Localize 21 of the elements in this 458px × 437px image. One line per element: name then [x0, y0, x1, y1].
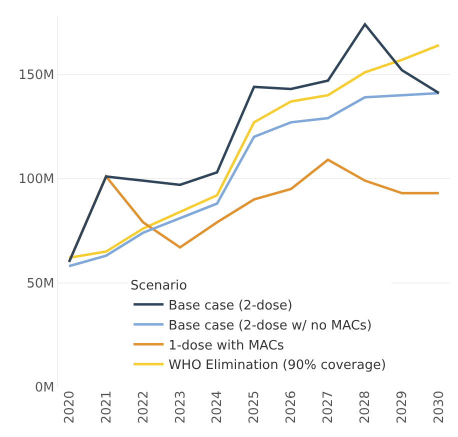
- x-tick-label: 2020: [62, 390, 78, 424]
- x-tick-label: 2025: [247, 390, 262, 424]
- x-tick-label: 2028: [358, 390, 374, 424]
- x-tick-label: 2026: [284, 390, 300, 424]
- y-tick-label: 100M: [18, 172, 54, 188]
- legend-title: Scenario: [130, 278, 188, 294]
- x-tick-label: 2021: [99, 390, 114, 424]
- legend-label: WHO Elimination (90% coverage): [168, 358, 386, 374]
- x-tick-label: 2030: [432, 390, 448, 424]
- y-tick-label: 50M: [26, 276, 54, 292]
- x-tick-label: 2027: [321, 390, 336, 424]
- x-tick-label: 2023: [173, 390, 188, 424]
- y-tick-label: 150M: [18, 68, 54, 83]
- y-tick-label: 0M: [34, 380, 54, 396]
- legend-label: Base case (2-dose w/ no MACs): [168, 318, 372, 334]
- x-tick-label: 2022: [136, 390, 152, 424]
- x-tick-label: 2029: [395, 390, 410, 424]
- x-tick-label: 2024: [210, 390, 226, 424]
- legend-label: 1-dose with MACs: [168, 338, 284, 354]
- line-series: [68, 92, 440, 268]
- legend-label: Base case (2-dose): [168, 298, 292, 314]
